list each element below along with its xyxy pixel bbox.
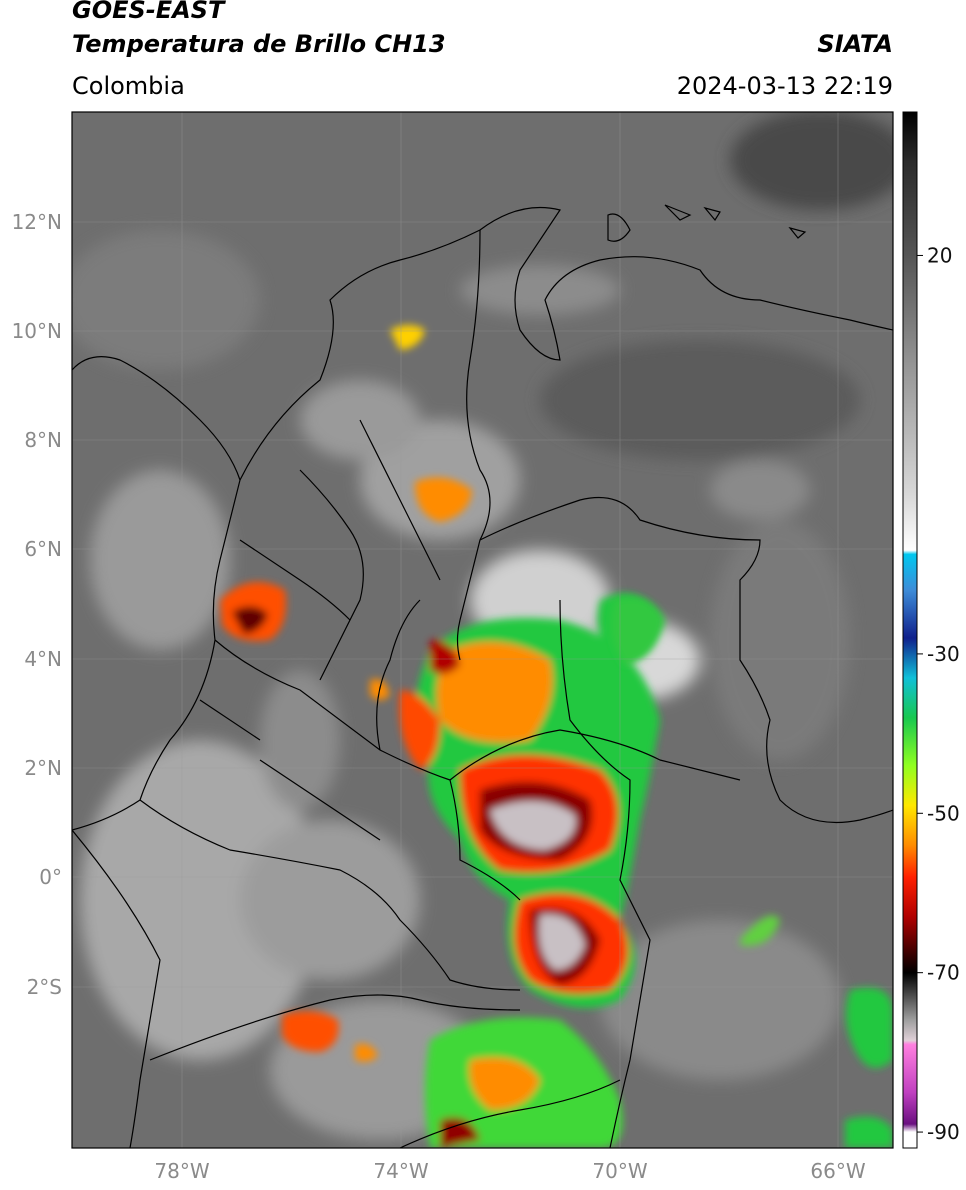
timestamp-label: 2024-03-13 22:19 — [676, 72, 893, 100]
lat-label: 2°S — [27, 975, 62, 999]
convective-cells — [220, 325, 893, 1148]
map-title-product: Temperatura de Brillo CH13 — [72, 30, 446, 58]
colorbar-tick-label: -30 — [927, 642, 960, 666]
lon-label: 66°W — [810, 1159, 865, 1183]
lat-label: 0° — [39, 865, 62, 889]
graticule — [72, 112, 893, 1148]
lat-label: 2°N — [24, 756, 62, 780]
colorbar-tick-label: -70 — [927, 961, 960, 985]
map-panel — [72, 112, 893, 1148]
map-frame — [71, 111, 894, 1149]
colorbar-tick-label: -50 — [927, 801, 960, 825]
colorbar: 20 -30 -50 -70 -90 — [902, 111, 960, 1149]
lat-label: 12°N — [12, 210, 62, 234]
lat-label: 4°N — [24, 647, 62, 671]
clear-sky-areas — [72, 112, 893, 1140]
source-label: SIATA — [817, 30, 893, 58]
lon-label: 78°W — [154, 1159, 209, 1183]
lon-label: 74°W — [373, 1159, 428, 1183]
lat-label: 8°N — [24, 428, 62, 452]
colorbar-tick-label: -90 — [927, 1120, 960, 1144]
colorbar-ticks: 20 -30 -50 -70 -90 — [917, 243, 960, 1144]
boundaries — [72, 204, 893, 1148]
latitude-labels: 12°N 10°N 8°N 6°N 4°N 2°N 0° 2°S — [12, 210, 62, 999]
lon-label: 70°W — [592, 1159, 647, 1183]
colorbar-scale — [902, 111, 918, 1149]
map-title-satellite: GOES-EAST — [72, 0, 225, 24]
map-region-label: Colombia — [72, 72, 185, 100]
lat-label: 6°N — [24, 537, 62, 561]
colorbar-tick-label: 20 — [927, 243, 952, 267]
lat-label: 10°N — [12, 319, 62, 343]
longitude-labels: 78°W 74°W 70°W 66°W — [154, 1159, 865, 1183]
